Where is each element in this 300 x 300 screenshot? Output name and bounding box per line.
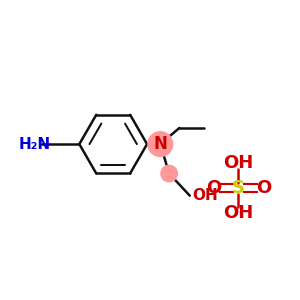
Text: OH: OH [223,204,253,222]
Circle shape [148,132,173,157]
Text: OH: OH [223,154,253,172]
Text: N: N [153,135,167,153]
Text: O: O [256,179,271,197]
Text: H₂N: H₂N [19,136,51,152]
Text: S: S [232,179,245,197]
Text: O: O [206,179,221,197]
Circle shape [161,165,177,182]
Text: OH: OH [193,188,218,203]
